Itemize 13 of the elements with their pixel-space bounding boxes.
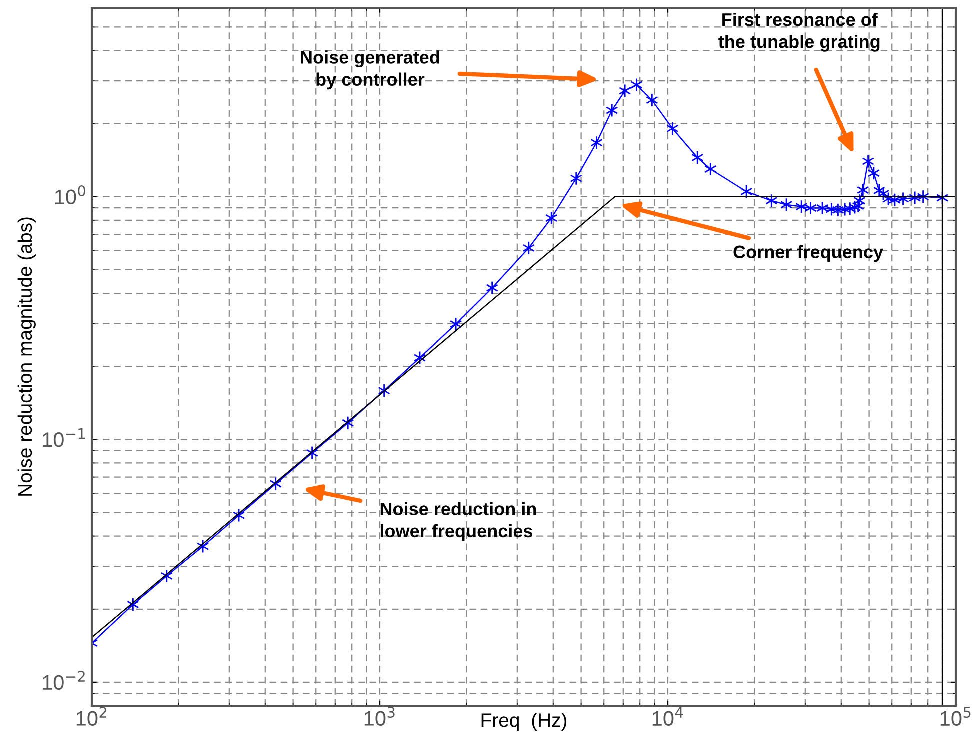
x-tick-label: 10$^{3}$ — [364, 707, 395, 726]
y-tick-label: 10$^{0}$ — [55, 186, 86, 205]
x-tick-label: 10$^{2}$ — [76, 707, 107, 726]
annotation: Noise reduction in lower frequencies — [380, 502, 536, 542]
annotation: First resonance of the tunable grating — [718, 12, 880, 52]
annotation: Corner frequency — [734, 245, 884, 262]
y-tick-label: 10$^{−2}$ — [43, 671, 85, 690]
x-tick-label: 10$^{5}$ — [940, 707, 971, 726]
x-tick-label: 10$^{4}$ — [652, 707, 684, 726]
x-axis-title: Freq (Hz) — [482, 712, 567, 732]
annotation: Noise generated by controller — [301, 50, 440, 90]
y-axis-title: Noise reduction magnitude (abs) — [18, 218, 36, 496]
y-tick-label: 10$^{−1}$ — [43, 428, 86, 448]
